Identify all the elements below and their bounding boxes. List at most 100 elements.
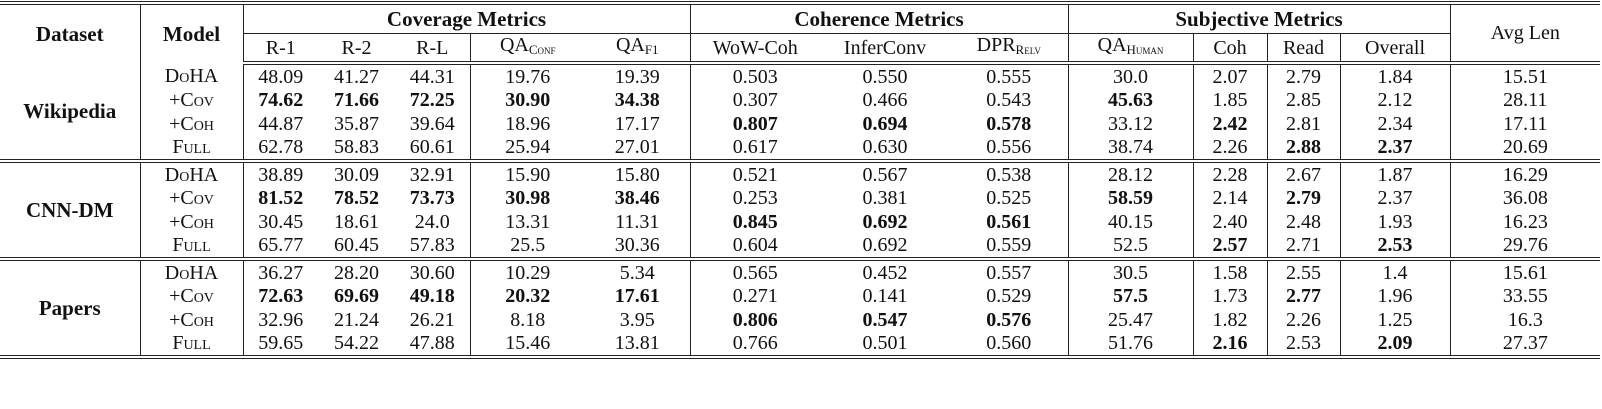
table-cell: 62.78 (258, 136, 304, 159)
table-cell: 0.806 (732, 308, 778, 331)
table-cell: 36.08 (1502, 187, 1548, 210)
table-cell: 1.87 (1340, 159, 1451, 187)
model-label: +Cov (140, 186, 244, 210)
column-header-coh: Coh (1193, 33, 1268, 65)
column-header-wow-coh: WoW-Coh (690, 33, 821, 65)
model-label: +Cov (140, 284, 244, 308)
table-cell: 81.52 (258, 187, 304, 210)
table-cell: 33.55 (1502, 285, 1548, 308)
column-header-text: DPR (976, 34, 1016, 56)
table-cell: 28.20 (318, 257, 395, 285)
table-cell: 44.31 (395, 63, 471, 89)
table-cell: 0.307 (732, 89, 778, 112)
table-cell: 16.29 (1450, 159, 1601, 187)
table-cell: 0.766 (690, 331, 821, 359)
table-cell: 2.53 (1267, 331, 1341, 359)
table-cell: 2.85 (1267, 88, 1341, 112)
table-cell: 0.521 (690, 159, 821, 187)
column-header-text: WoW-Coh (712, 36, 798, 59)
table-cell: 0.503 (732, 65, 778, 88)
header-model: Model (140, 1, 244, 63)
table-cell: 1.96 (1340, 284, 1451, 308)
table-cell: 60.61 (395, 135, 471, 161)
table-cell: 0.253 (732, 187, 778, 210)
table-cell: 72.63 (258, 285, 304, 308)
table-cell: 2.26 (1193, 135, 1268, 161)
table-cell: 1.25 (1340, 308, 1451, 332)
table-cell: 30.98 (505, 187, 551, 210)
model-label: DoHA (140, 159, 244, 187)
table-cell: 2.79 (1267, 186, 1341, 210)
table-cell: 17.61 (585, 284, 691, 308)
table-cell: 60.45 (334, 234, 379, 257)
table-cell: 28.12 (1068, 159, 1194, 187)
column-header-overall: Overall (1340, 33, 1451, 65)
table-cell: 0.538 (950, 159, 1069, 187)
table-cell: 38.74 (1068, 135, 1194, 161)
table-cell: 2.67 (1267, 159, 1341, 187)
header-coverage-metrics: Coverage Metrics (243, 1, 691, 34)
table-cell: 26.21 (395, 308, 471, 332)
table-cell: 18.96 (505, 112, 551, 135)
table-cell: 15.90 (470, 159, 585, 187)
column-header-r-1: R-1 (243, 33, 318, 65)
model-label: Full (140, 135, 244, 161)
table-cell: 2.77 (1267, 284, 1341, 308)
table-row: Wikipedia DoHA 48.09 41.27 44.31 19.76 19.39 0.… (0, 63, 1600, 161)
column-header-text: QA (499, 34, 529, 56)
table-cell: 54.22 (318, 331, 395, 359)
table-cell: 0.617 (732, 136, 778, 159)
table-cell: 30.0 (1068, 63, 1194, 89)
table-cell: 44.87 (258, 112, 304, 135)
column-header-text: InferConv (843, 36, 927, 59)
table-row: Full 59.65 54.22 47.88 15.46 13.81 0.766 0.501 0… (0, 331, 1601, 359)
table-cell: 16.3 (1507, 308, 1543, 331)
table-cell: 57.83 (395, 233, 471, 259)
table-cell: 30.45 (258, 210, 304, 233)
dataset-label: Wikipedia (0, 63, 141, 161)
column-header-qa-f1: QAF1 (585, 33, 691, 65)
table-cell: 0.271 (732, 285, 778, 308)
table-cell: 38.46 (585, 186, 691, 210)
table-cell: 71.66 (334, 89, 379, 112)
table-cell: 58.59 (1068, 186, 1194, 210)
table-cell: 21.24 (334, 308, 379, 331)
table-cell: 5.34 (585, 257, 691, 285)
table-cell: 0.576 (950, 308, 1069, 332)
table-cell: 3.95 (585, 308, 691, 332)
table-cell: 1.58 (1193, 257, 1268, 285)
table-cell: 0.525 (950, 186, 1069, 210)
column-header-text: R-1 (265, 36, 296, 59)
table-cell: 0.501 (820, 331, 951, 359)
table-cell: 2.37 (1340, 135, 1451, 161)
table-cell: 59.65 (243, 331, 318, 359)
table-cell: 39.64 (395, 112, 471, 136)
header-dataset: Dataset (0, 1, 141, 63)
table-cell: 24.0 (395, 210, 471, 234)
table-cell: 20.32 (505, 285, 551, 308)
table-cell: 2.57 (1193, 233, 1268, 259)
table-cell: 2.71 (1267, 233, 1341, 259)
column-header-read: Read (1267, 33, 1341, 65)
results-table: Dataset Model Coverage Metrics Coherence… (0, 1, 1601, 359)
table-cell: 20.69 (1502, 136, 1548, 159)
table-cell: 17.17 (585, 112, 691, 136)
table-row: +Cov 72.63 69.69 49.18 20.32 17.61 0.271 0.141 0… (0, 284, 1600, 308)
table-cell: 0.559 (950, 233, 1069, 259)
table-cell: 0.630 (862, 136, 908, 159)
table-cell: 49.18 (395, 284, 471, 308)
table-row: +Cov 81.52 78.52 73.73 30.98 38.46 0.253 0.381 0… (0, 186, 1600, 210)
table-cell: 19.39 (585, 63, 691, 89)
table-cell: 0.565 (690, 257, 821, 285)
table-cell: 2.12 (1340, 88, 1451, 112)
table-cell: 2.34 (1340, 112, 1451, 136)
column-header-subscript: Conf (528, 42, 556, 57)
table-cell: 0.692 (862, 234, 908, 257)
table-cell: 0.694 (862, 112, 908, 135)
table-cell: 0.845 (732, 210, 778, 233)
table-cell: 2.14 (1193, 186, 1268, 210)
table-cell: 30.36 (585, 233, 691, 259)
table-cell: 0.557 (950, 257, 1069, 285)
table-cell: 0.561 (950, 210, 1069, 234)
table-cell: 0.529 (950, 284, 1069, 308)
